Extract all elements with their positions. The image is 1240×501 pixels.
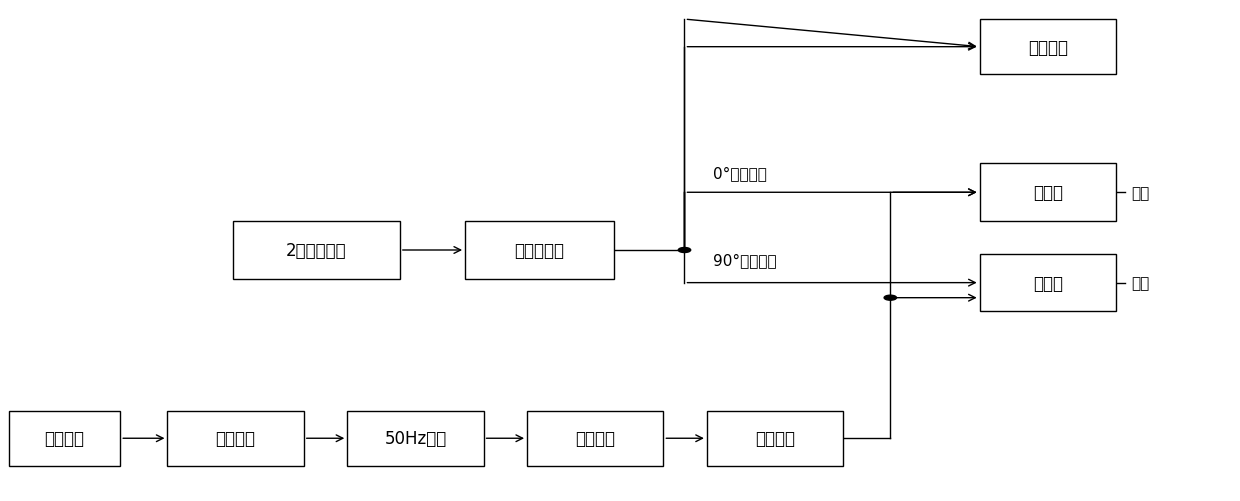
- Bar: [980, 20, 1116, 75]
- Text: 程控放大: 程控放大: [575, 429, 615, 447]
- Text: 0°参考信号: 0°参考信号: [713, 165, 766, 180]
- Bar: [465, 221, 614, 280]
- Bar: [980, 254, 1116, 312]
- Bar: [9, 411, 120, 466]
- Text: 50Hz陷波: 50Hz陷波: [384, 429, 446, 447]
- Text: 同步信号: 同步信号: [1028, 39, 1068, 57]
- Text: 反向、分频: 反向、分频: [515, 241, 564, 260]
- Text: 乘法器: 乘法器: [1033, 274, 1063, 292]
- Bar: [707, 411, 843, 466]
- Text: 程控衰减: 程控衰减: [216, 429, 255, 447]
- Circle shape: [678, 248, 691, 253]
- Text: 程控滤波: 程控滤波: [755, 429, 795, 447]
- Text: 乘法器: 乘法器: [1033, 184, 1063, 202]
- Bar: [167, 411, 304, 466]
- Text: 90°参考信号: 90°参考信号: [713, 253, 776, 268]
- Bar: [233, 221, 399, 280]
- Bar: [347, 411, 484, 466]
- Bar: [980, 164, 1116, 222]
- Circle shape: [884, 296, 897, 301]
- Bar: [527, 411, 663, 466]
- Text: 2倍频率发生: 2倍频率发生: [286, 241, 346, 260]
- Text: 相位: 相位: [1131, 276, 1149, 291]
- Text: 幅度: 幅度: [1131, 185, 1149, 200]
- Text: 前置放大: 前置放大: [45, 429, 84, 447]
